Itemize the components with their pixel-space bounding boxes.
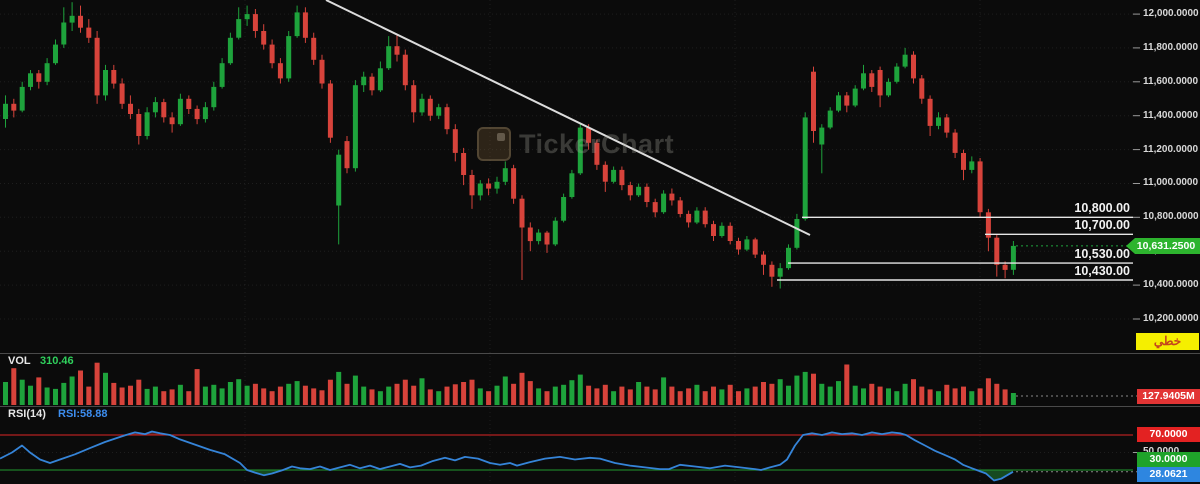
price-line-label: 10,530.00: [1074, 247, 1130, 261]
price-axis-label: 11,800.0000: [1143, 42, 1199, 53]
price-line-label: 10,800.00: [1074, 201, 1130, 215]
scale-type-button[interactable]: خطي: [1136, 333, 1199, 350]
price-axis-label: 11,400.0000: [1143, 110, 1199, 121]
price-axis-label: 10,800.0000: [1143, 211, 1199, 222]
price-axis-label: 11,200.0000: [1143, 144, 1199, 155]
last-price-badge: 10,631.2500: [1126, 238, 1200, 254]
rsi-upper-level-badge: 70.0000: [1137, 427, 1200, 442]
volume-pane-title: VOL: [8, 355, 31, 367]
price-axis-label: 11,600.0000: [1143, 76, 1199, 87]
price-axis-label: 12,000.0000: [1143, 8, 1199, 19]
volume-value: 310.46: [40, 355, 74, 367]
rsi-pane-title: RSI(14): [8, 408, 46, 420]
price-line-label: 10,700.00: [1074, 218, 1130, 232]
price-line-label: 10,430.00: [1074, 264, 1130, 278]
price-axis-label: 10,200.0000: [1143, 313, 1199, 324]
price-axis-label: 11,000.0000: [1143, 177, 1199, 188]
price-axis-label: 10,400.0000: [1143, 279, 1199, 290]
volume-last-badge: 127.9405M: [1137, 389, 1200, 404]
rsi-axis-label-50: 50.0000: [1143, 446, 1179, 458]
rsi-last-value-badge: 28.0621: [1137, 467, 1200, 482]
rsi-value: RSI:58.88: [58, 408, 108, 420]
rsi-lower-level-badge: 30.0000: [1137, 452, 1200, 467]
